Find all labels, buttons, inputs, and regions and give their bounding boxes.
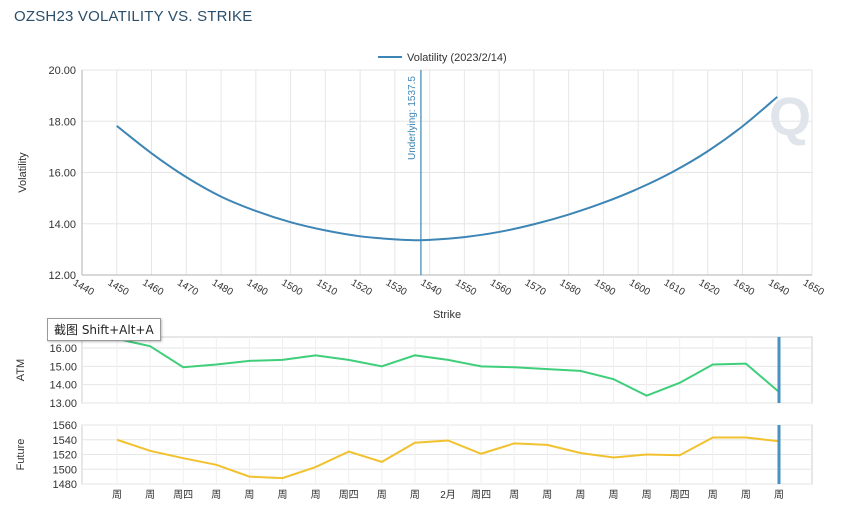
- main-x-tick-label: 1460: [140, 278, 165, 299]
- main-x-tick-label: 1530: [384, 278, 409, 299]
- future-x-tick-label: 周: [377, 489, 387, 501]
- main-x-tick-label: 1610: [662, 278, 687, 299]
- page-title: OZSH23 VOLATILITY VS. STRIKE: [14, 8, 253, 25]
- future-x-tick-label: 周: [311, 489, 321, 501]
- underlying-marker-label: Underlying: 1537.5: [407, 76, 418, 160]
- volatility-series-line[interactable]: [116, 96, 778, 242]
- future-x-tick-label: 周: [410, 489, 420, 501]
- atm-y-tick-label: 15.00: [49, 361, 77, 373]
- future-x-tick-label: 周: [741, 489, 751, 501]
- future-x-tick-label: 周四: [173, 489, 193, 501]
- future-y-tick-label: 1540: [53, 435, 77, 447]
- main-x-tick-label: 1450: [106, 278, 131, 299]
- main-x-tick-label: 1470: [175, 278, 200, 299]
- main-x-tick-label: 1580: [558, 278, 583, 299]
- future-x-tick-label: 周: [509, 489, 519, 501]
- main-y-tick-label: 18.00: [48, 116, 76, 128]
- future-x-tick-label: 周四: [339, 489, 359, 501]
- main-x-tick-label: 1620: [697, 278, 722, 299]
- main-y-axis-title: Volatility: [17, 152, 29, 193]
- atm-series-line[interactable]: [116, 337, 780, 397]
- main-x-tick-label: 1500: [279, 278, 304, 299]
- future-x-tick-label: 周: [145, 489, 155, 501]
- main-x-tick-label: 1590: [592, 278, 617, 299]
- main-y-tick-label: 16.00: [48, 168, 76, 180]
- future-y-tick-label: 1520: [53, 450, 77, 462]
- watermark-logo: Q: [769, 87, 811, 147]
- main-x-tick-label: 1630: [731, 278, 756, 299]
- main-x-tick-label: 1440: [71, 278, 96, 299]
- future-x-tick-label: 周四: [471, 489, 491, 501]
- future-series-line[interactable]: [116, 436, 780, 480]
- main-x-tick-label: 1520: [349, 278, 374, 299]
- main-x-tick-label: 1490: [245, 278, 270, 299]
- future-x-tick-label: 周: [211, 489, 221, 501]
- legend-label-volatility[interactable]: Volatility (2023/2/14): [407, 52, 507, 64]
- main-x-tick-label: 1550: [453, 278, 478, 299]
- main-x-tick-label: 1650: [801, 278, 826, 299]
- main-x-tick-label: 1600: [627, 278, 652, 299]
- future-x-tick-label: 周四: [670, 489, 690, 501]
- main-y-tick-label: 12.00: [48, 270, 76, 282]
- main-x-tick-label: 1560: [488, 278, 513, 299]
- atm-y-tick-label: 16.00: [49, 343, 77, 355]
- main-x-tick-label: 1570: [523, 278, 548, 299]
- future-y-tick-label: 1500: [53, 464, 77, 476]
- atm-y-tick-label: 13.00: [49, 398, 77, 410]
- atm-y-tick-label: 14.00: [49, 380, 77, 392]
- screenshot-tooltip: 截图 Shift+Alt+A: [47, 318, 161, 341]
- main-x-tick-label: 1480: [210, 278, 235, 299]
- future-x-tick-label: 周: [642, 489, 652, 501]
- future-x-tick-label: 周: [278, 489, 288, 501]
- future-x-tick-label: 周: [575, 489, 585, 501]
- main-y-tick-label: 14.00: [48, 219, 76, 231]
- future-y-tick-label: 1480: [53, 479, 77, 491]
- main-y-tick-label: 20.00: [48, 65, 76, 77]
- main-x-tick-label: 1540: [418, 278, 443, 299]
- main-x-axis-title: Strike: [433, 309, 461, 321]
- future-x-tick-label: 周: [609, 489, 619, 501]
- future-x-tick-label: 2月: [440, 489, 456, 501]
- future-x-tick-label: 周: [774, 489, 784, 501]
- future-x-tick-label: 周: [708, 489, 718, 501]
- main-x-tick-label: 1510: [314, 278, 339, 299]
- future-y-tick-label: 1560: [53, 420, 77, 432]
- future-y-axis-title: Future: [15, 439, 27, 471]
- atm-y-axis-title: ATM: [15, 359, 27, 381]
- future-x-tick-label: 周: [542, 489, 552, 501]
- future-x-tick-label: 周: [112, 489, 122, 501]
- main-x-tick-label: 1640: [766, 278, 791, 299]
- future-x-tick-label: 周: [244, 489, 254, 501]
